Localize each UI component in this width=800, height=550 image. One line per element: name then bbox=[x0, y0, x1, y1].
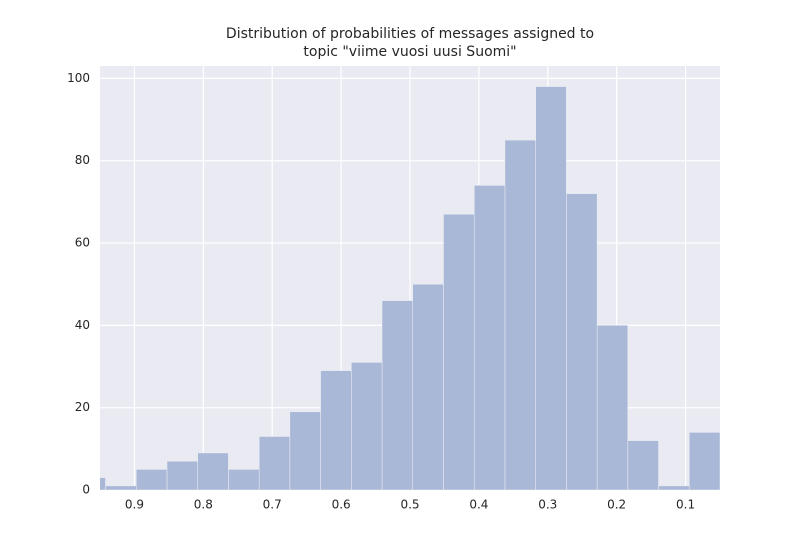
bar bbox=[504, 139, 536, 490]
bar bbox=[258, 436, 291, 490]
y-tick-label: 40 bbox=[75, 318, 90, 332]
bar bbox=[166, 460, 198, 490]
y-tick-label: 100 bbox=[67, 71, 90, 85]
x-tick-label: 0.7 bbox=[263, 498, 282, 512]
bar bbox=[443, 213, 475, 490]
bar bbox=[289, 411, 321, 490]
bar bbox=[105, 485, 137, 490]
bar bbox=[135, 469, 168, 490]
y-tick-label: 80 bbox=[75, 153, 90, 167]
bar bbox=[381, 300, 414, 490]
bar bbox=[535, 86, 567, 490]
bar bbox=[689, 432, 720, 490]
x-tick-label: 0.3 bbox=[538, 498, 557, 512]
bar bbox=[351, 362, 383, 490]
labels: 0 20 40 60 80 100 0.9 0.8 0.7 0.6 0.5 0.4 0.3 0.2 0.1 bbox=[67, 71, 695, 512]
x-tick-label: 0.9 bbox=[125, 498, 144, 512]
x-tick-label: 0.5 bbox=[400, 498, 419, 512]
bar bbox=[473, 185, 506, 490]
bar bbox=[596, 325, 629, 490]
y-tick-label: 20 bbox=[75, 400, 90, 414]
x-tick-label: 0.6 bbox=[332, 498, 351, 512]
bar bbox=[100, 477, 106, 490]
bar bbox=[320, 370, 352, 490]
bar bbox=[412, 283, 444, 490]
bar bbox=[627, 440, 659, 490]
bar bbox=[228, 469, 260, 490]
x-tick-label: 0.1 bbox=[676, 498, 695, 512]
x-tick-label: 0.8 bbox=[194, 498, 213, 512]
x-tick-label: 0.4 bbox=[469, 498, 488, 512]
y-tick-label: 0 bbox=[82, 483, 90, 497]
x-tick-label: 0.2 bbox=[607, 498, 626, 512]
bar bbox=[566, 193, 598, 490]
y-tick-label: 60 bbox=[75, 236, 90, 250]
chart-title: topic "viime vuosi uusi Suomi" bbox=[303, 44, 516, 60]
bars bbox=[100, 86, 720, 490]
bar bbox=[197, 452, 229, 490]
bar bbox=[658, 485, 690, 490]
chart-title: Distribution of probabilities of message… bbox=[226, 26, 594, 42]
